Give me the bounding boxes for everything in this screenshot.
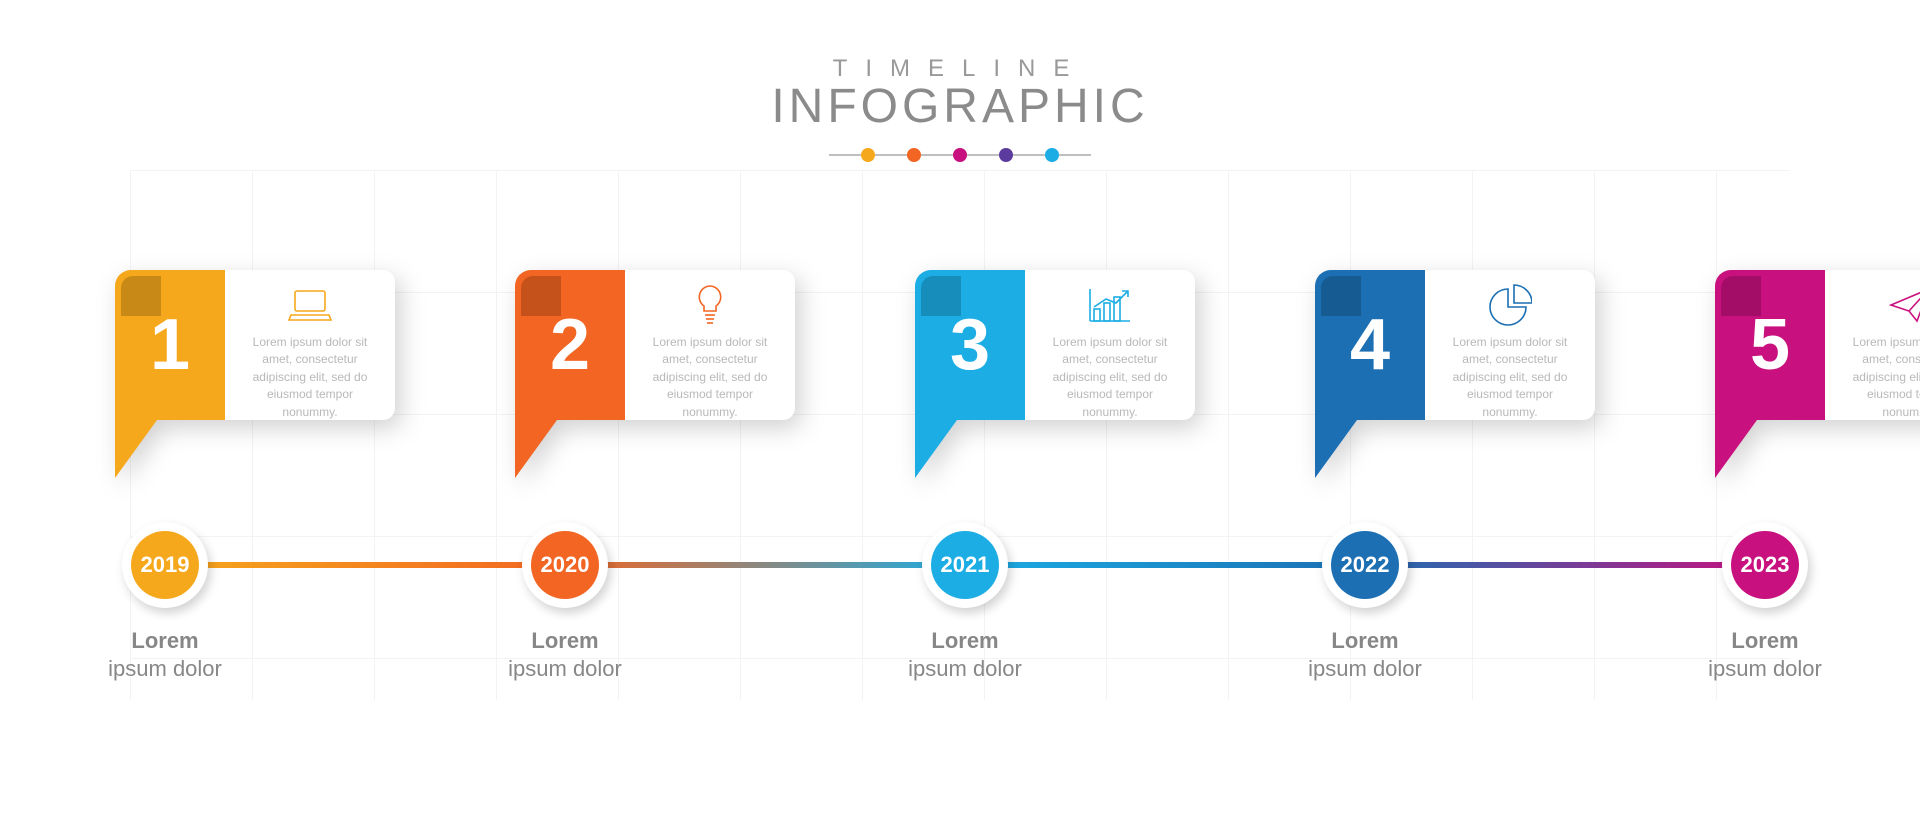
card-body: Lorem ipsum dolor sit amet, consectetur … bbox=[1025, 270, 1195, 420]
card-number: 4 bbox=[1350, 304, 1390, 386]
card-number: 3 bbox=[950, 304, 990, 386]
card-body: Lorem ipsum dolor sit amet, consectetur … bbox=[1825, 270, 1920, 420]
card-flag: 1 bbox=[115, 270, 225, 420]
caption-line2: ipsum dolor bbox=[55, 656, 275, 682]
card-flag: 2 bbox=[515, 270, 625, 420]
header-line2: INFOGRAPHIC bbox=[0, 79, 1920, 134]
timeline-caption: Loremipsum dolor bbox=[1255, 628, 1475, 682]
caption-line2: ipsum dolor bbox=[1255, 656, 1475, 682]
caption-line1: Lorem bbox=[1255, 628, 1475, 654]
header-dot bbox=[1045, 148, 1059, 162]
timeline-caption: Loremipsum dolor bbox=[55, 628, 275, 682]
card-body: Lorem ipsum dolor sit amet, consectetur … bbox=[1425, 270, 1595, 420]
timeline-node: 2023 bbox=[1722, 522, 1808, 608]
node-year: 2020 bbox=[531, 531, 599, 599]
timeline-node: 2021 bbox=[922, 522, 1008, 608]
node-year: 2022 bbox=[1331, 531, 1399, 599]
caption-line2: ipsum dolor bbox=[1655, 656, 1875, 682]
header-dot bbox=[907, 148, 921, 162]
laptop-icon bbox=[241, 282, 379, 328]
timeline-axis-segment bbox=[1365, 562, 1765, 568]
header-dot bbox=[999, 148, 1013, 162]
caption-line1: Lorem bbox=[55, 628, 275, 654]
card-number: 2 bbox=[550, 304, 590, 386]
caption-line1: Lorem bbox=[1655, 628, 1875, 654]
card-flag: 5 bbox=[1715, 270, 1825, 420]
timeline-card: 1 Lorem ipsum dolor sit amet, consectetur… bbox=[115, 270, 395, 420]
header: TIMELINE INFOGRAPHIC bbox=[0, 55, 1920, 162]
card-body: Lorem ipsum dolor sit amet, consectetur … bbox=[225, 270, 395, 420]
timeline-node: 2022 bbox=[1322, 522, 1408, 608]
growth-chart-icon bbox=[1041, 282, 1179, 328]
timeline-caption: Loremipsum dolor bbox=[855, 628, 1075, 682]
paper-plane-icon bbox=[1841, 282, 1920, 328]
caption-line2: ipsum dolor bbox=[855, 656, 1075, 682]
pie-chart-icon bbox=[1441, 282, 1579, 328]
timeline-card: 2 Lorem ipsum dolor sit amet, consectetur… bbox=[515, 270, 795, 420]
caption-line1: Lorem bbox=[455, 628, 675, 654]
node-year: 2023 bbox=[1731, 531, 1799, 599]
timeline-card: 4 Lorem ipsum dolor sit amet, consectetur… bbox=[1315, 270, 1595, 420]
node-year: 2021 bbox=[931, 531, 999, 599]
card-tail bbox=[115, 420, 157, 478]
timeline-axis-segment bbox=[165, 562, 565, 568]
timeline-caption: Loremipsum dolor bbox=[1655, 628, 1875, 682]
card-number: 5 bbox=[1750, 304, 1790, 386]
timeline-caption: Loremipsum dolor bbox=[455, 628, 675, 682]
timeline-card: 3 Lorem ipsum dolor sit amet, consectetur… bbox=[915, 270, 1195, 420]
card-flag: 3 bbox=[915, 270, 1025, 420]
card-body: Lorem ipsum dolor sit amet, consectetur … bbox=[625, 270, 795, 420]
card-description: Lorem ipsum dolor sit amet, consectetur … bbox=[1441, 334, 1579, 421]
timeline-node: 2019 bbox=[122, 522, 208, 608]
timeline-card: 5 Lorem ipsum dolor sit amet, consectetur… bbox=[1715, 270, 1920, 420]
card-description: Lorem ipsum dolor sit amet, consectetur … bbox=[1041, 334, 1179, 421]
node-year: 2019 bbox=[131, 531, 199, 599]
bulb-icon bbox=[641, 282, 779, 328]
caption-line2: ipsum dolor bbox=[455, 656, 675, 682]
card-tail bbox=[515, 420, 557, 478]
card-number: 1 bbox=[150, 304, 190, 386]
card-tail bbox=[1715, 420, 1757, 478]
card-flag: 4 bbox=[1315, 270, 1425, 420]
card-description: Lorem ipsum dolor sit amet, consectetur … bbox=[241, 334, 379, 421]
card-description: Lorem ipsum dolor sit amet, consectetur … bbox=[1841, 334, 1920, 421]
card-description: Lorem ipsum dolor sit amet, consectetur … bbox=[641, 334, 779, 421]
header-dot bbox=[861, 148, 875, 162]
card-tail bbox=[915, 420, 957, 478]
caption-line1: Lorem bbox=[855, 628, 1075, 654]
timeline-axis-segment bbox=[565, 562, 965, 568]
timeline-axis-segment bbox=[965, 562, 1365, 568]
card-tail bbox=[1315, 420, 1357, 478]
timeline-node: 2020 bbox=[522, 522, 608, 608]
header-dot bbox=[953, 148, 967, 162]
header-dots bbox=[0, 148, 1920, 162]
